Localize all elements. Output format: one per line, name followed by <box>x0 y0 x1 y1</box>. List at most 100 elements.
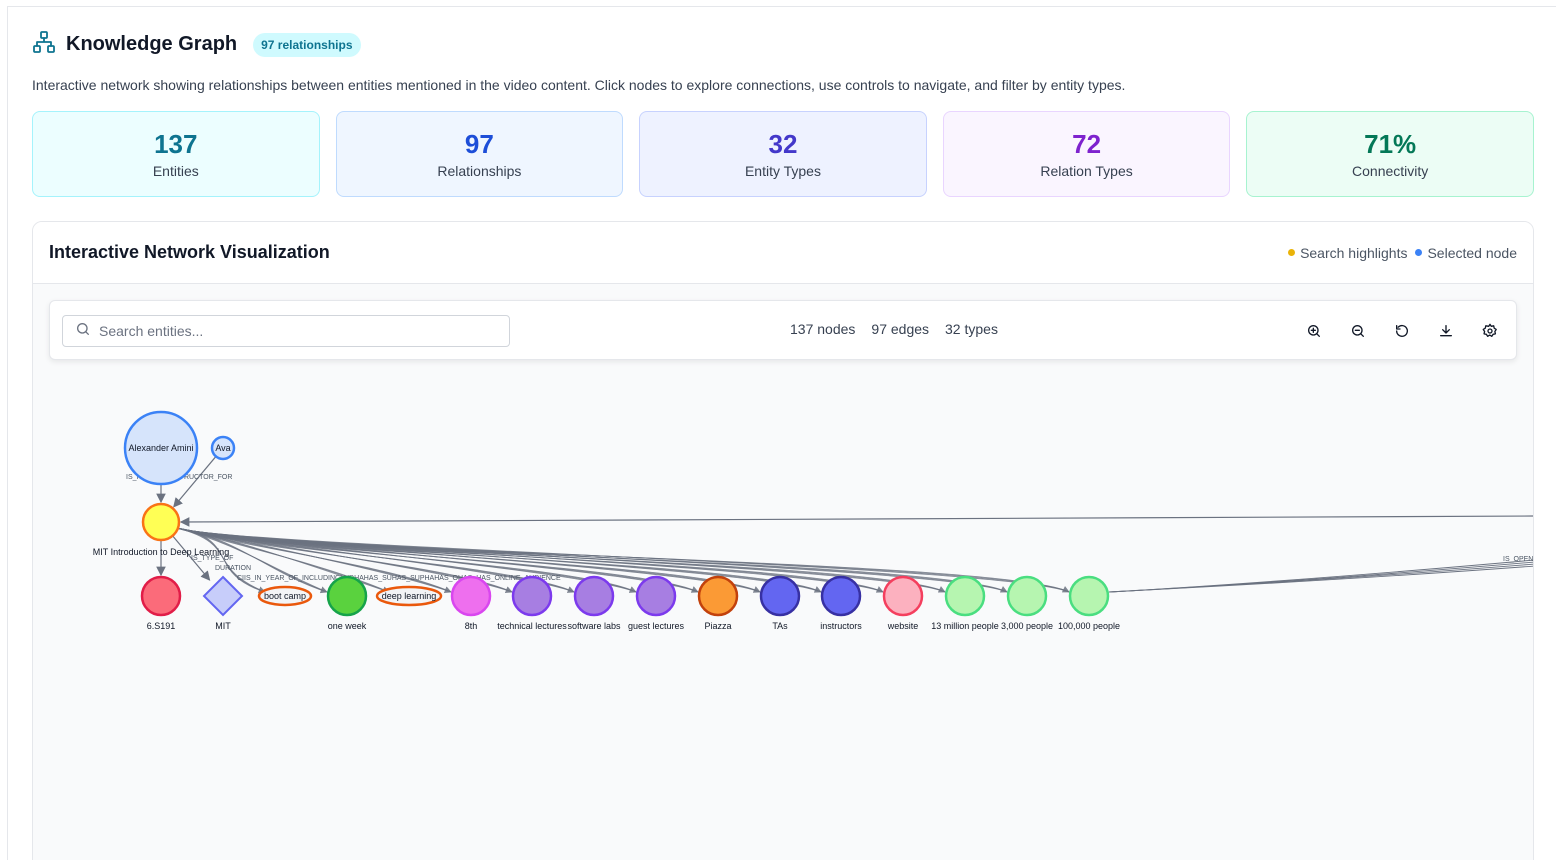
graph-node-label: website <box>887 621 919 631</box>
graph-node-one-week[interactable]: one week <box>326 575 368 631</box>
graph-node-shape[interactable] <box>635 575 677 617</box>
edge-label: STRUCTOR_FOR <box>175 474 232 481</box>
graph-node-shape[interactable] <box>140 575 182 617</box>
graph-node-deep-learning[interactable]: deep learning <box>375 585 443 607</box>
header: Knowledge Graph 97 relationships <box>32 30 361 59</box>
stats-row: 137 Entities 97 Relationships 32 Entity … <box>32 111 1534 197</box>
stat-value: 71% <box>1364 129 1417 159</box>
graph-node-label: 8th <box>465 621 478 631</box>
graph-node-piazza[interactable]: Piazza <box>697 575 739 631</box>
graph-node-shape[interactable] <box>326 575 368 617</box>
reset-icon[interactable] <box>1390 319 1414 343</box>
top-divider <box>8 6 1556 7</box>
graph-node-shape[interactable] <box>202 575 244 617</box>
graph-edge <box>1108 561 1533 593</box>
graph-node-shape[interactable] <box>1006 575 1048 617</box>
graph-toolbar: 137 nodes 97 edges 32 types <box>49 300 1517 360</box>
graph-node-shape[interactable] <box>882 575 924 617</box>
graph-node-label: instructors <box>820 621 862 631</box>
graph-node-shape[interactable] <box>257 585 313 607</box>
graph-node-label: MIT <box>215 621 231 631</box>
graph-node-ava[interactable]: Ava <box>210 435 236 461</box>
graph-node-shape[interactable] <box>697 575 739 617</box>
stat-label: Relation Types <box>1040 163 1133 179</box>
graph-edge <box>176 527 390 593</box>
legend-label: Selected node <box>1427 244 1517 261</box>
search-input[interactable] <box>99 323 479 339</box>
graph-node-shape[interactable] <box>1068 575 1110 617</box>
graph-node-tas[interactable]: TAs <box>759 575 801 631</box>
graph-node-label: Piazza <box>704 621 731 631</box>
search-icon <box>75 321 91 342</box>
edge-label: IS_I <box>126 474 139 481</box>
graph-node-shape[interactable] <box>141 502 181 542</box>
stat-card-relation-types: 72 Relation Types <box>942 111 1231 197</box>
edge-label: IS_OPEN_ <box>1503 556 1534 563</box>
graph-node-boot-camp[interactable]: boot camp <box>257 585 313 607</box>
graph-canvas[interactable]: IS_I STRUCTOR_FOR IS_TYPE_OF DURATION CIIS_I… <box>33 222 1534 822</box>
graph-node-label: Alexander Amini <box>128 443 193 453</box>
graph-node-shape[interactable] <box>759 575 801 617</box>
graph-node-13m[interactable]: 13 million people <box>931 575 999 631</box>
graph-node-website[interactable]: website <box>882 575 924 631</box>
viz-title: Interactive Network Visualization <box>49 242 330 262</box>
graph-node-6s191[interactable]: 6.S191 <box>140 575 182 631</box>
graph-node-label: 100,000 people <box>1058 621 1120 631</box>
viz-header: Interactive Network Visualization Search… <box>33 222 1533 284</box>
stat-label: Relationships <box>437 163 522 179</box>
stat-card-entity-types: 32 Entity Types <box>639 111 927 197</box>
graph-node-shape[interactable] <box>944 575 986 617</box>
graph-node-label: TAs <box>772 621 788 631</box>
graph-node-technical-lectures[interactable]: technical lectures <box>497 575 567 631</box>
graph-node-label: software labs <box>567 621 621 631</box>
stat-label: Entity Types <box>744 163 821 179</box>
graph-node-label: deep learning <box>382 591 437 601</box>
graph-nodes: Alexander Amini Ava MIT Introduction to De… <box>93 410 1120 631</box>
graph-node-8th[interactable]: 8th <box>450 575 492 631</box>
zoom-out-icon[interactable] <box>1346 319 1370 343</box>
zoom-in-icon[interactable] <box>1302 319 1326 343</box>
graph-node-guest-lectures[interactable]: guest lectures <box>628 575 685 631</box>
settings-icon[interactable] <box>1478 319 1502 343</box>
graph-node-mit-intro[interactable]: MIT Introduction to Deep Learning <box>93 502 229 557</box>
stat-value: 137 <box>154 129 198 159</box>
graph-node-label: one week <box>328 621 367 631</box>
graph-node-shape[interactable] <box>573 575 615 617</box>
page-title: Knowledge Graph <box>66 33 238 55</box>
network-icon <box>32 30 56 59</box>
graph-node-3000[interactable]: 3,000 people <box>1001 575 1053 631</box>
page-description: Interactive network showing relationship… <box>32 77 1126 93</box>
graph-node-alexander[interactable]: Alexander Amini <box>123 410 199 486</box>
download-icon[interactable] <box>1434 319 1458 343</box>
graph-node-shape[interactable] <box>123 410 199 486</box>
graph-node-shape[interactable] <box>210 435 236 461</box>
stat-value: 97 <box>464 129 494 159</box>
graph-edge <box>173 456 217 508</box>
stat-label: Connectivity <box>1352 163 1429 179</box>
graph-node-shape[interactable] <box>511 575 553 617</box>
graph-node-shape[interactable] <box>820 575 862 617</box>
node-count: 137 nodes <box>790 321 856 337</box>
legend: Search highlights Selected node <box>1288 245 1517 261</box>
stat-label: Entities <box>152 163 199 179</box>
graph-edge <box>1108 559 1533 593</box>
network-visualization-panel: Interactive Network Visualization Search… <box>32 221 1534 860</box>
graph-node-label: guest lectures <box>628 621 685 631</box>
graph-node-shape[interactable] <box>375 585 443 607</box>
left-divider <box>7 6 8 860</box>
graph-node-shape[interactable] <box>450 575 492 617</box>
relationships-badge: 97 relationships <box>253 32 361 57</box>
graph-node-100000[interactable]: 100,000 people <box>1058 575 1120 631</box>
graph-node-label: 3,000 people <box>1001 621 1053 631</box>
graph-edges <box>156 456 1533 594</box>
stat-card-relationships: 97 Relationships <box>335 111 624 197</box>
graph-tools <box>1302 319 1502 343</box>
graph-node-instructors[interactable]: instructors <box>820 575 862 631</box>
graph-node-software-labs[interactable]: software labs <box>567 575 621 631</box>
graph-node-label: Ava <box>215 443 230 453</box>
graph-node-mit[interactable]: MIT <box>202 575 244 631</box>
graph-edge <box>176 527 1070 593</box>
graph-edge <box>176 527 328 593</box>
graph-node-label: 13 million people <box>931 621 999 631</box>
